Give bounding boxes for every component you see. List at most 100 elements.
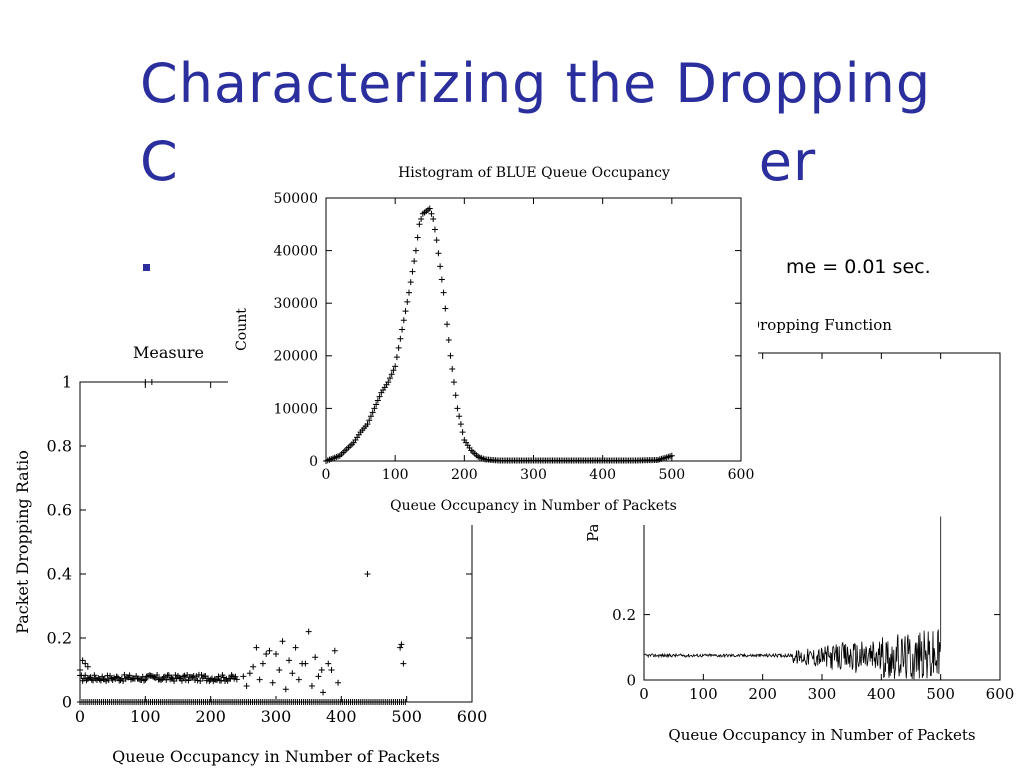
left-data-point	[142, 379, 149, 385]
left-data-point	[172, 672, 179, 679]
right-x-tick-label: 600	[986, 685, 1015, 703]
center-data-point	[407, 279, 414, 286]
left-data-point	[325, 660, 332, 667]
center-data-point	[402, 308, 409, 315]
center-data-point	[385, 379, 392, 386]
left-data-point	[214, 676, 221, 683]
center-data-point	[404, 298, 411, 305]
left-data-point	[148, 379, 155, 385]
left-data-point	[181, 672, 188, 679]
left-data-point	[400, 660, 407, 667]
left-data-point	[107, 672, 114, 679]
center-data-point	[450, 379, 457, 386]
left-data-point	[113, 673, 120, 680]
left-data-point	[312, 654, 319, 661]
left-data-point	[180, 673, 187, 680]
left-data-point	[88, 676, 95, 683]
left-data-point	[95, 675, 102, 682]
left-data-point	[263, 651, 270, 657]
left-data-point	[165, 672, 172, 679]
left-y-axis-label: Packet Dropping Ratio	[13, 450, 32, 634]
left-data-point	[176, 674, 183, 681]
left-data-point	[178, 677, 185, 684]
left-data-point	[198, 671, 205, 678]
left-data-point	[259, 660, 266, 667]
center-data-point	[390, 367, 397, 374]
left-data-point	[335, 679, 342, 686]
center-data-point	[668, 452, 675, 459]
left-y-tick-label: 1	[62, 373, 72, 392]
center-data-point	[442, 305, 449, 312]
left-data-point	[302, 660, 309, 667]
left-data-point	[318, 667, 325, 673]
center-data-point	[386, 375, 393, 382]
bullet-text: me = 0.01 sec.	[786, 256, 931, 278]
center-data-point	[369, 409, 376, 416]
left-data-point	[246, 670, 253, 677]
left-data-point	[182, 676, 189, 683]
right-x-tick-label: 200	[748, 685, 777, 703]
left-data-point	[77, 667, 83, 673]
center-x-axis-label: Queue Occupancy in Number of Packets	[390, 498, 677, 514]
center-x-tick-label: 200	[451, 467, 478, 483]
left-data-point	[161, 673, 168, 680]
left-data-point	[273, 651, 279, 657]
center-data-point	[447, 352, 454, 359]
left-data-point	[91, 672, 98, 679]
bullet-marker	[143, 264, 150, 271]
center-x-tick-label: 0	[322, 467, 331, 483]
left-data-point	[232, 673, 239, 680]
left-data-point	[82, 660, 89, 667]
center-x-tick-label: 100	[382, 467, 409, 483]
left-data-point	[114, 674, 121, 681]
left-data-point	[150, 673, 157, 680]
left-x-tick-label: 300	[261, 707, 292, 726]
left-data-point	[92, 675, 99, 682]
left-data-point	[305, 628, 312, 635]
center-data-point	[428, 210, 435, 217]
center-data-point	[374, 397, 381, 404]
left-data-point	[266, 647, 273, 654]
center-plot-frame	[325, 197, 742, 462]
chart-center: Histogram of BLUE Queue Occupancy 0 100 200…	[228, 160, 758, 525]
left-data-point	[398, 641, 405, 648]
left-data-point	[320, 689, 327, 696]
left-data-point	[250, 663, 257, 670]
left-data-point	[189, 674, 196, 681]
left-data-point	[397, 644, 404, 651]
left-data-point	[79, 657, 86, 664]
center-data-point	[431, 226, 438, 233]
center-data-point	[445, 337, 452, 344]
center-x-tick-label: 500	[658, 467, 685, 483]
left-data-point	[117, 677, 124, 684]
center-data-point	[459, 429, 466, 436]
center-data-point	[400, 317, 407, 324]
left-data-point	[193, 673, 200, 680]
left-y-tick-label: 0	[62, 693, 72, 712]
center-data-point	[457, 421, 464, 428]
left-data-point	[197, 677, 204, 684]
left-data-point	[154, 671, 161, 678]
slide-title-line2-left: C	[140, 130, 179, 193]
slide-title-line2-right: er	[758, 130, 817, 193]
left-data-point	[208, 675, 215, 682]
center-data-point	[364, 421, 371, 428]
left-data-point	[276, 667, 283, 673]
left-data-point	[185, 677, 192, 684]
left-data-point	[402, 699, 409, 705]
left-x-tick-label: 400	[326, 707, 357, 726]
center-y-tick-label: 50000	[273, 191, 318, 207]
center-data-point	[449, 365, 456, 372]
right-series-line	[643, 516, 942, 680]
right-y-tick-label: 0	[626, 671, 636, 689]
left-data-point	[99, 673, 106, 680]
left-data-point	[279, 638, 286, 645]
left-data-point	[103, 678, 110, 685]
left-y-tick-label: 0.2	[47, 629, 72, 648]
left-data-point	[163, 676, 170, 683]
center-data-point	[418, 216, 425, 223]
right-x-axis-label: Queue Occupancy in Number of Packets	[668, 726, 975, 744]
center-data-point	[411, 258, 418, 265]
